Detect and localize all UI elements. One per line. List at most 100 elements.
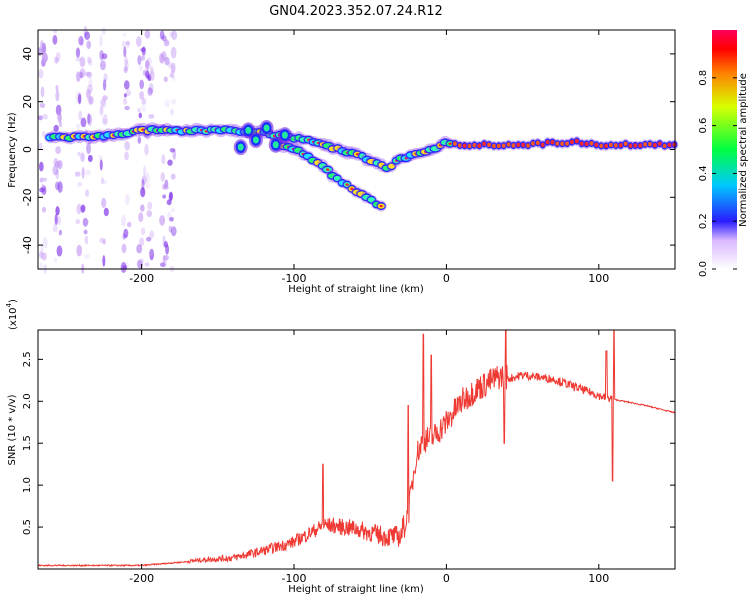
noise-speckle bbox=[80, 38, 84, 48]
noise-speckle bbox=[57, 181, 63, 193]
noise-speckle bbox=[41, 252, 47, 261]
noise-speckle bbox=[85, 169, 91, 176]
noise-speckle bbox=[77, 151, 81, 157]
noise-speckle bbox=[100, 177, 104, 185]
ridge-core bbox=[245, 126, 252, 134]
y-tick-label: 1.5 bbox=[22, 435, 33, 451]
noise-speckle bbox=[88, 77, 93, 87]
noise-speckle bbox=[58, 229, 63, 236]
ridge-core bbox=[589, 141, 594, 146]
colorbar-tick-label: 0.2 bbox=[698, 213, 709, 229]
noise-speckle bbox=[58, 113, 62, 123]
noise-speckle bbox=[80, 204, 86, 213]
ridge-core bbox=[594, 142, 599, 148]
ridge-core bbox=[333, 175, 341, 182]
noise-speckle bbox=[85, 88, 91, 99]
noise-speckle bbox=[82, 217, 89, 227]
noise-speckle bbox=[57, 215, 62, 226]
noise-speckle bbox=[164, 56, 170, 66]
ridge-core bbox=[657, 141, 662, 146]
noise-speckle bbox=[39, 262, 43, 271]
ridge-core bbox=[501, 143, 506, 148]
noise-speckle bbox=[53, 124, 59, 132]
snr-y-ticks: 0.5 1.0 1.5 2.0 2.5 bbox=[22, 351, 675, 535]
noise-speckle bbox=[137, 54, 142, 66]
noise-speckle bbox=[99, 237, 105, 244]
noise-speckle bbox=[124, 141, 131, 151]
noise-speckle bbox=[141, 97, 147, 106]
snr-scale-factor: (x104) bbox=[5, 299, 19, 330]
spectrogram-image bbox=[37, 25, 679, 274]
noise-speckle bbox=[160, 172, 166, 182]
noise-speckle bbox=[87, 56, 92, 64]
noise-speckle bbox=[52, 34, 58, 45]
noise-speckle bbox=[86, 71, 93, 79]
colorbar-gradient bbox=[712, 30, 737, 269]
ridge-core bbox=[457, 143, 462, 148]
noise-speckle bbox=[84, 253, 90, 259]
ridge-core bbox=[652, 143, 657, 148]
noise-speckle bbox=[38, 161, 44, 172]
x-tick-label: -100 bbox=[282, 272, 307, 285]
ridge-core bbox=[638, 143, 643, 148]
ridge-core bbox=[506, 142, 511, 147]
noise-speckle bbox=[124, 151, 129, 161]
ridge-core bbox=[623, 141, 628, 146]
noise-speckle bbox=[41, 206, 47, 213]
noise-speckle bbox=[40, 86, 45, 98]
ridge-core bbox=[579, 141, 584, 146]
x-tick-label: 100 bbox=[588, 272, 609, 285]
y-tick-label: -20 bbox=[21, 188, 34, 206]
ridge-core bbox=[462, 143, 467, 148]
noise-speckle bbox=[170, 46, 177, 59]
noise-speckle bbox=[162, 183, 166, 190]
ridge-core bbox=[672, 142, 677, 147]
chart-title: GN04.2023.352.07.24.R12 bbox=[269, 4, 443, 19]
noise-speckle bbox=[121, 244, 127, 255]
noise-speckle bbox=[84, 31, 91, 40]
noise-speckle bbox=[163, 185, 169, 191]
noise-speckle bbox=[55, 146, 62, 155]
noise-speckle bbox=[149, 65, 154, 74]
noise-speckle bbox=[84, 219, 89, 224]
noise-speckle bbox=[140, 104, 147, 113]
y-tick-label: 0.5 bbox=[22, 519, 33, 535]
noise-speckle bbox=[52, 224, 58, 233]
noise-speckle bbox=[102, 255, 106, 267]
noise-speckle bbox=[85, 71, 91, 77]
noise-speckle bbox=[140, 55, 146, 61]
noise-speckle bbox=[162, 194, 166, 199]
noise-speckle bbox=[75, 219, 81, 225]
ridge-peak bbox=[141, 128, 145, 131]
ridge-core bbox=[569, 139, 574, 145]
y-tick-label: 1.0 bbox=[22, 477, 33, 493]
ridge-core bbox=[472, 142, 477, 148]
noise-speckle bbox=[137, 107, 141, 113]
noise-speckle bbox=[58, 121, 63, 128]
ridge-core bbox=[367, 197, 376, 203]
noise-speckle bbox=[76, 244, 83, 257]
noise-speckle bbox=[171, 65, 175, 77]
snr-frame bbox=[37, 329, 676, 570]
ridge-peak bbox=[448, 142, 452, 145]
snr-scale-exponent: 4 bbox=[5, 302, 13, 307]
noise-speckle bbox=[99, 35, 103, 47]
noise-speckle bbox=[125, 40, 130, 49]
noise-speckle bbox=[159, 262, 166, 268]
noise-speckle bbox=[144, 29, 151, 39]
noise-speckle bbox=[38, 142, 43, 150]
y-tick-label: 40 bbox=[21, 47, 34, 61]
noise-speckle bbox=[87, 154, 93, 163]
noise-speckle bbox=[163, 241, 168, 248]
ridge-core bbox=[272, 141, 279, 149]
ridge-core bbox=[540, 142, 545, 148]
noise-speckle bbox=[75, 123, 81, 130]
noise-speckle bbox=[168, 61, 172, 69]
noise-speckle bbox=[138, 212, 144, 223]
noise-speckle bbox=[54, 213, 58, 226]
snr-y-label: SNR (10 * v/v) bbox=[7, 394, 18, 465]
noise-speckle bbox=[143, 165, 147, 177]
noise-speckle bbox=[162, 235, 166, 248]
noise-speckle bbox=[102, 98, 107, 109]
y-tick-label: 20 bbox=[21, 95, 34, 109]
